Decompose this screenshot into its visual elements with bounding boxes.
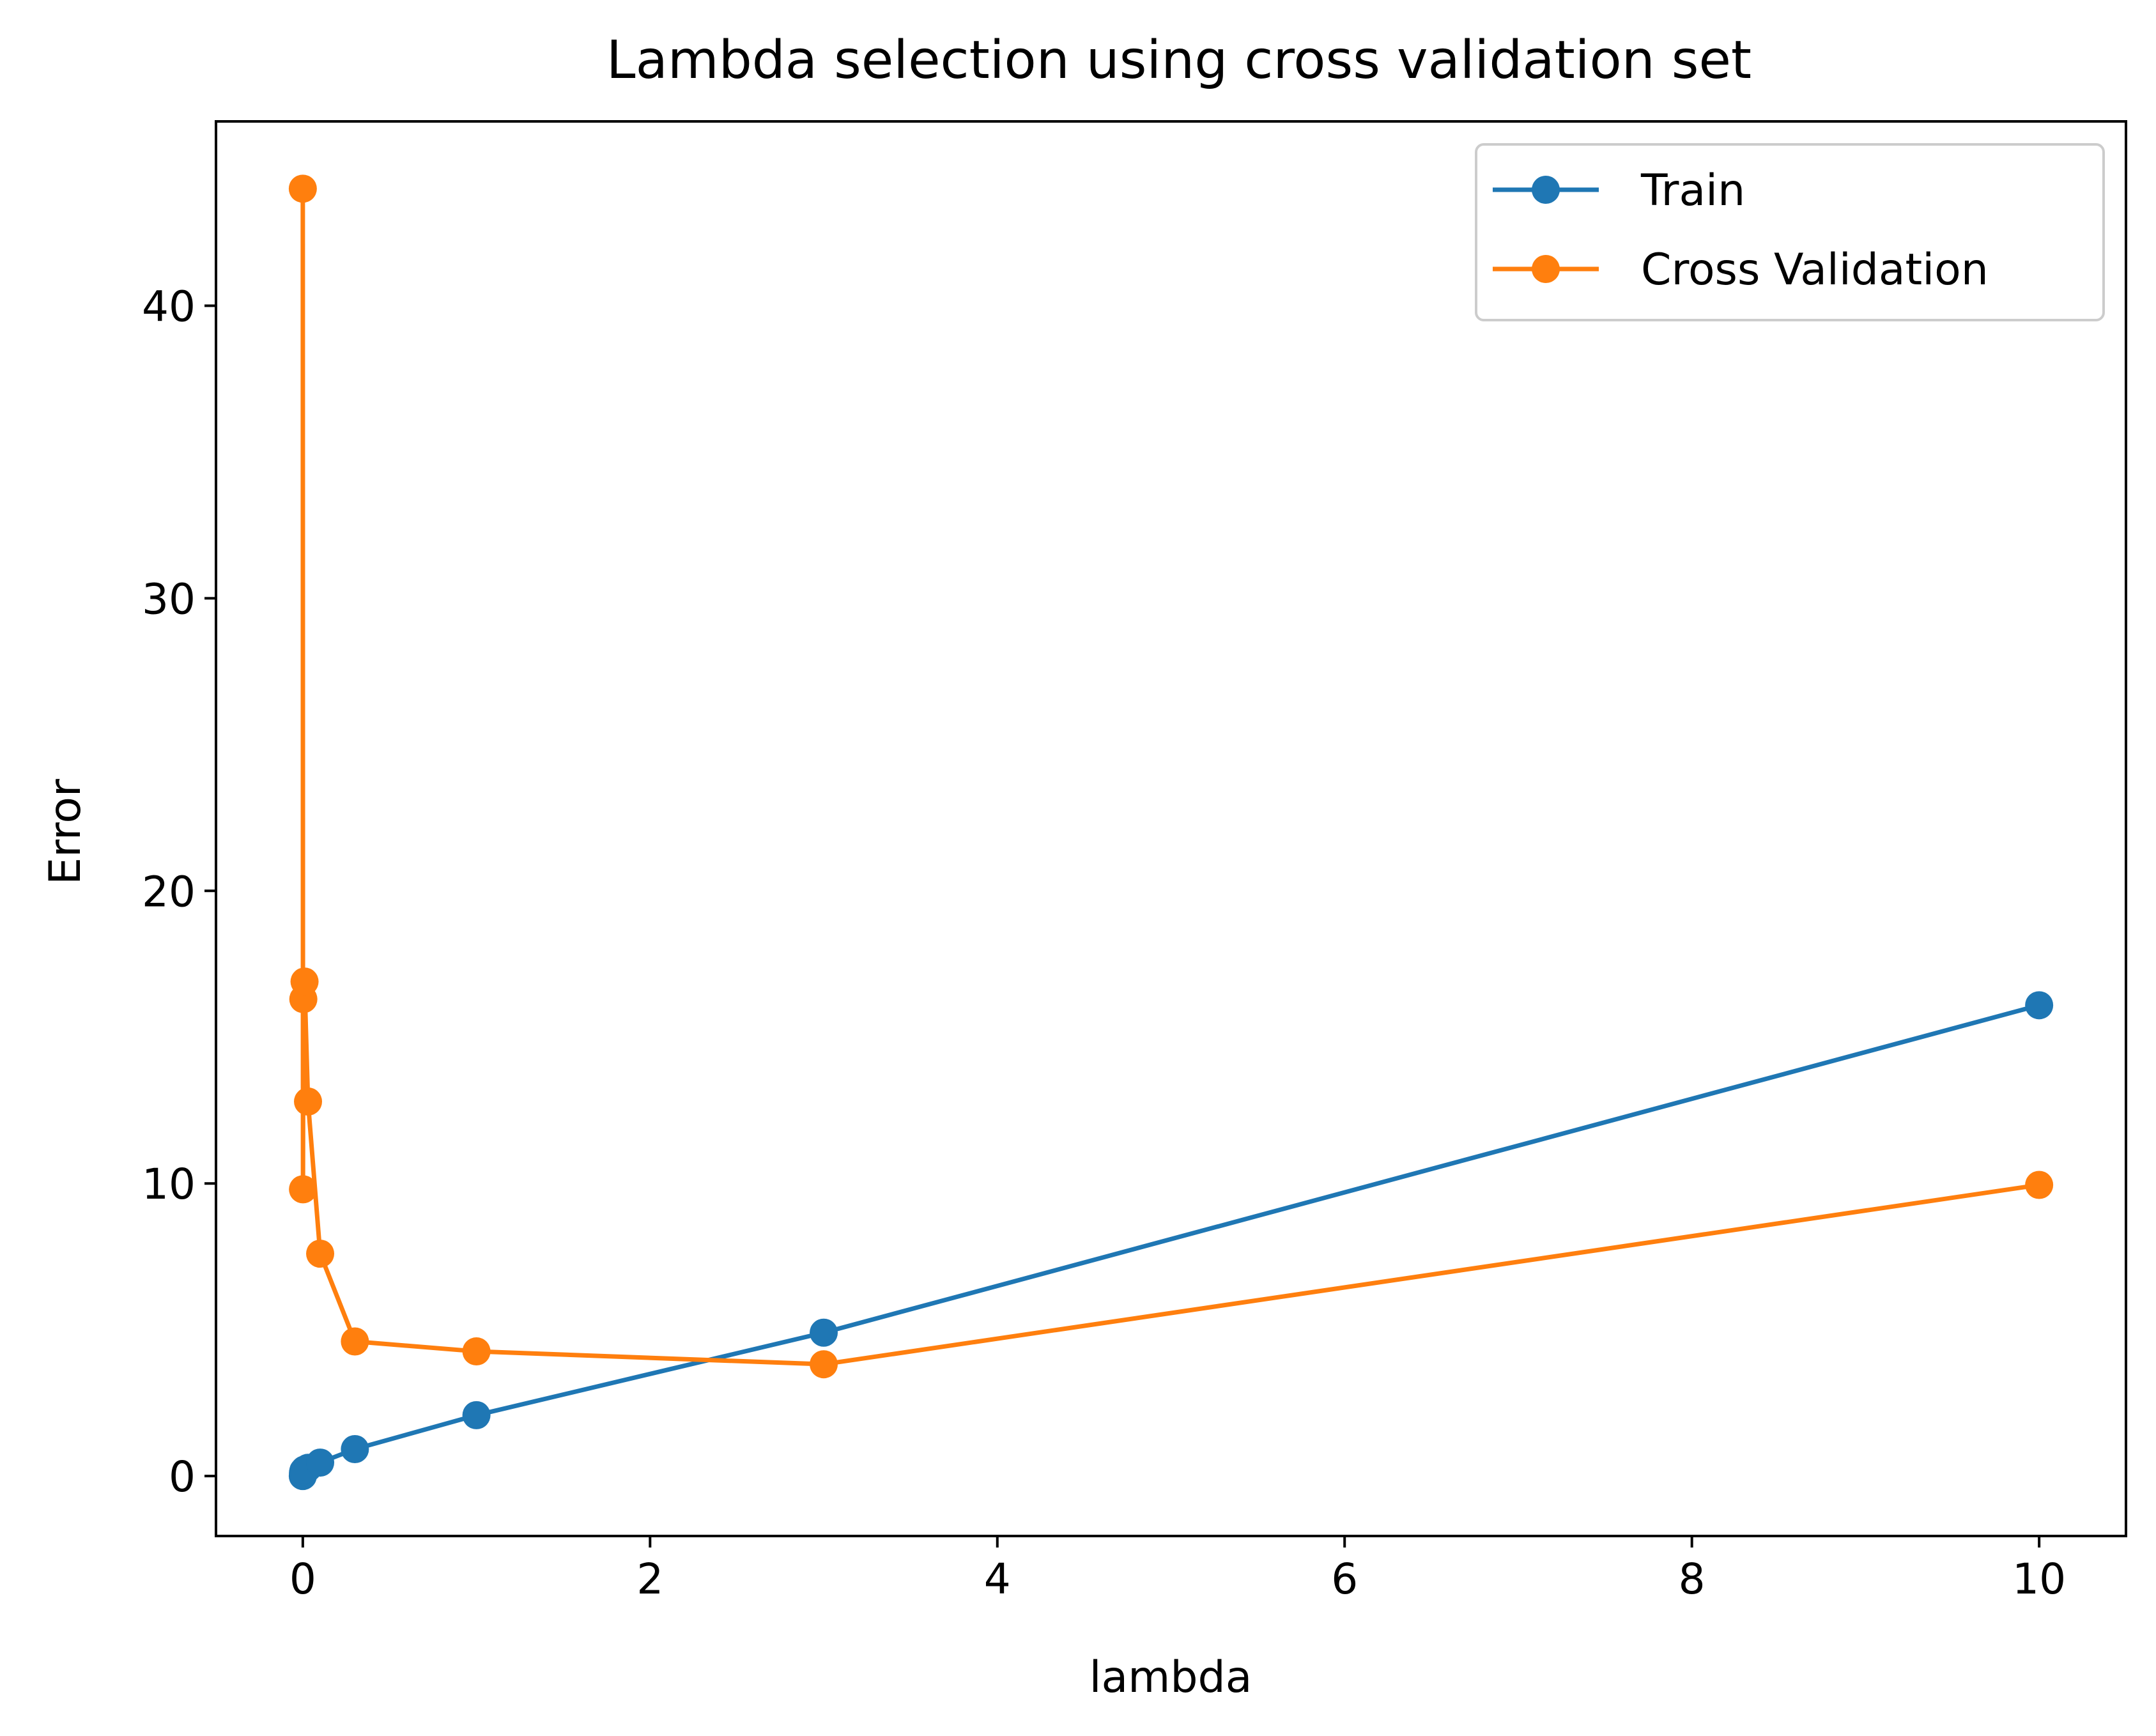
data-point [462, 1337, 491, 1366]
x-tick-label: 2 [636, 1555, 663, 1604]
x-tick-label: 6 [1331, 1555, 1358, 1604]
data-point [341, 1327, 369, 1356]
x-axis-label: lambda [1090, 1652, 1252, 1703]
x-tick-label: 8 [1679, 1555, 1706, 1604]
legend-box [1475, 143, 2105, 321]
data-point [290, 967, 319, 996]
y-axis-label: Error [40, 779, 91, 885]
legend-swatch-marker [1532, 255, 1560, 283]
y-axis: 0 10 20 30 40 [142, 282, 216, 1502]
data-point [462, 1401, 491, 1429]
data-point [810, 1318, 838, 1347]
data-point [306, 1240, 335, 1268]
data-point [2025, 991, 2054, 1020]
x-tick-label: 4 [984, 1555, 1011, 1604]
legend: Train Cross Validation [1475, 143, 2105, 321]
plot-series [288, 174, 2054, 1491]
data-point [294, 1087, 323, 1116]
y-tick-label: 40 [142, 282, 196, 331]
legend-swatch-marker [1532, 176, 1560, 204]
legend-label: Cross Validation [1641, 245, 1989, 295]
chart-title: Lambda selection using cross validation … [606, 30, 1752, 91]
x-axis: 0 2 4 6 8 10 [289, 1536, 2066, 1604]
data-point [341, 1435, 369, 1464]
data-point [288, 174, 317, 203]
legend-label: Train [1640, 165, 1745, 216]
y-tick-label: 10 [142, 1160, 196, 1209]
series-train [288, 991, 2054, 1491]
y-tick-label: 0 [169, 1452, 196, 1502]
data-point [2025, 1171, 2054, 1199]
y-tick-label: 20 [142, 867, 196, 916]
plot-frame [215, 120, 2127, 1537]
data-point [810, 1350, 838, 1379]
y-tick-label: 30 [142, 574, 196, 624]
x-tick-label: 10 [2012, 1555, 2066, 1604]
data-point [306, 1448, 335, 1477]
x-tick-label: 0 [289, 1555, 316, 1604]
data-point [289, 1175, 318, 1204]
series-cross-validation [288, 174, 2054, 1379]
